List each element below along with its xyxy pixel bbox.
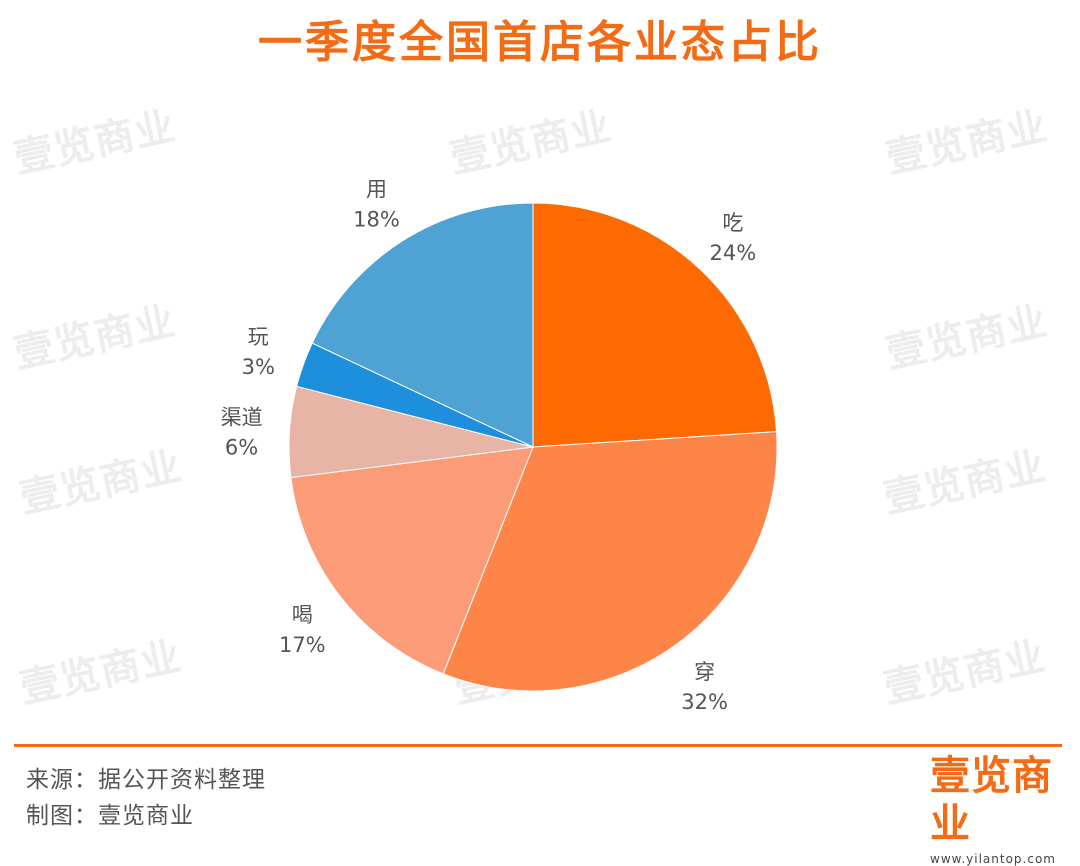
slice-category-label: 用 xyxy=(366,178,387,202)
slice-category-label: 渠道 xyxy=(221,406,263,430)
slice-percent-label: 3% xyxy=(242,355,275,379)
pie-slice xyxy=(532,202,778,448)
slice-percent-label: 24% xyxy=(710,241,757,265)
logo-text: 壹览商业 xyxy=(930,753,1053,847)
slice-category-label: 吃 xyxy=(722,211,743,235)
footer-divider xyxy=(14,744,1062,747)
pie-slice xyxy=(442,431,778,692)
chart-title: 一季度全国首店各业态占比 xyxy=(258,17,822,68)
slice-percent-label: 17% xyxy=(279,633,326,657)
pie-slice xyxy=(311,202,534,448)
logo-url: www.yilantop.com xyxy=(930,852,1056,866)
slice-percent-label: 6% xyxy=(225,436,258,460)
slice-category-label: 穿 xyxy=(694,660,715,684)
slice-category-label: 玩 xyxy=(248,325,269,349)
source-note: 来源：据公开资料整理 xyxy=(26,767,266,793)
slice-percent-label: 32% xyxy=(681,690,728,714)
credit-note: 制图：壹览商业 xyxy=(26,803,194,829)
slice-percent-label: 18% xyxy=(353,208,400,232)
pie-slice xyxy=(290,446,534,675)
slice-category-label: 喝 xyxy=(292,603,313,627)
brand-logo: 壹览商业 www.yilantop.com xyxy=(930,752,1070,866)
pie-chart: 吃 24% 穿 32% 喝 17% 渠道 6% 玩 3% 用 18% xyxy=(221,178,778,714)
